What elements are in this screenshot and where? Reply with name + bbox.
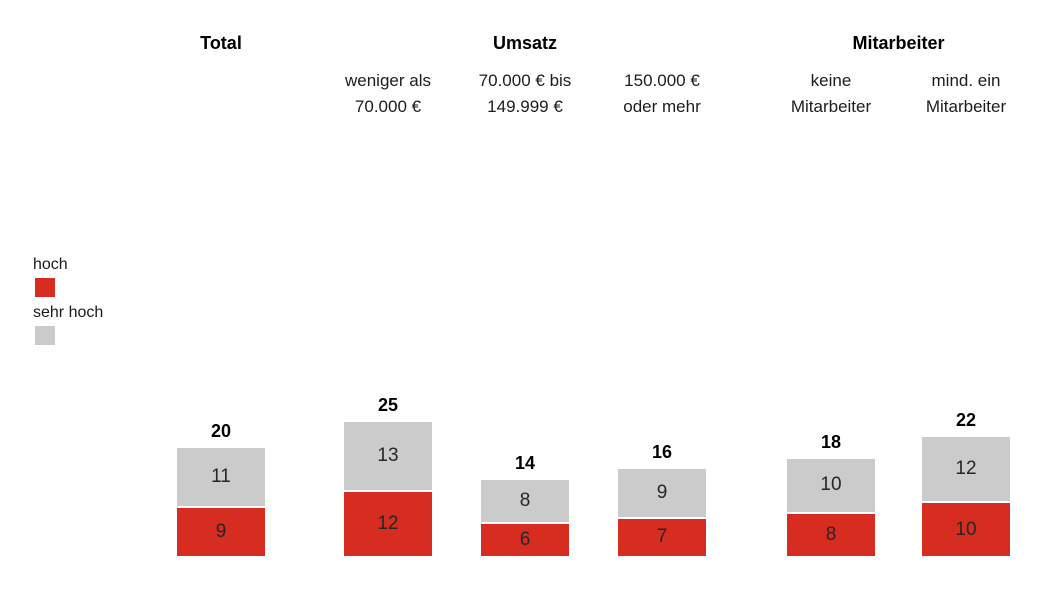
bar-total-label: 14 <box>514 452 536 473</box>
bar-segment-hoch: 9 <box>177 508 265 556</box>
column-header-70000-bis-149999: 70.000 € bis 149.999 € <box>435 68 615 120</box>
bar-total-label: 18 <box>820 431 842 452</box>
column-header-line1: weniger als <box>345 71 431 90</box>
column-header-150000-oder-mehr: 150.000 € oder mehr <box>572 68 752 120</box>
legend-item-hoch: hoch <box>33 254 103 297</box>
column-header-line2: Mitarbeiter <box>790 97 872 116</box>
legend-swatch-hoch-icon <box>35 278 55 297</box>
bar-segment-sehr-hoch: 11 <box>177 448 265 507</box>
column-group-header-total: Total <box>200 33 242 53</box>
legend: hoch sehr hoch <box>33 254 103 350</box>
bar-segment-hoch: 10 <box>922 503 1010 556</box>
bar-total-label: 16 <box>651 442 673 463</box>
column-header-keine-mitarbeiter: keine Mitarbeiter <box>741 68 921 120</box>
column-header-mind-ein-mitarbeiter: mind. ein Mitarbeiter <box>876 68 1056 120</box>
column-group-header-mitarbeiter: Mitarbeiter <box>852 33 945 53</box>
bar-segment-sehr-hoch: 13 <box>344 421 432 491</box>
bar-segment-hoch: 12 <box>344 492 432 556</box>
column-header-line2: 70.000 € <box>354 97 422 116</box>
column-group-header-umsatz: Umsatz <box>492 33 558 53</box>
bar-segment-sehr-hoch: 12 <box>922 437 1010 501</box>
column-header-line1: 70.000 € bis <box>478 71 572 90</box>
legend-label-hoch: hoch <box>33 256 68 273</box>
column-header-line1: keine <box>810 71 852 90</box>
column-header-line2: 149.999 € <box>487 97 563 116</box>
bar-segment-hoch: 8 <box>787 513 875 556</box>
column-header-line2: oder mehr <box>623 97 701 116</box>
bar-total-label: 20 <box>210 421 232 441</box>
legend-swatch-sehr-hoch-icon <box>35 326 55 345</box>
bar-segment-sehr-hoch: 10 <box>787 458 875 512</box>
legend-label-sehr-hoch: sehr hoch <box>33 304 104 321</box>
legend-item-sehr-hoch: sehr hoch <box>33 302 103 345</box>
bar-segment-sehr-hoch: 8 <box>481 479 569 523</box>
column-header-weniger-als-70000: weniger als 70.000 € <box>298 68 478 120</box>
column-header-line1: mind. ein <box>931 71 1001 90</box>
bar-total-label: 22 <box>955 410 977 431</box>
bar-segment-sehr-hoch: 9 <box>618 469 706 517</box>
column-header-line2: Mitarbeiter <box>925 97 1007 116</box>
bar-total-label: 25 <box>377 394 399 415</box>
column-header-line1: 150.000 € <box>624 71 700 90</box>
bar-segment-hoch: 6 <box>481 524 569 556</box>
bar-segment-hoch: 7 <box>618 518 706 556</box>
